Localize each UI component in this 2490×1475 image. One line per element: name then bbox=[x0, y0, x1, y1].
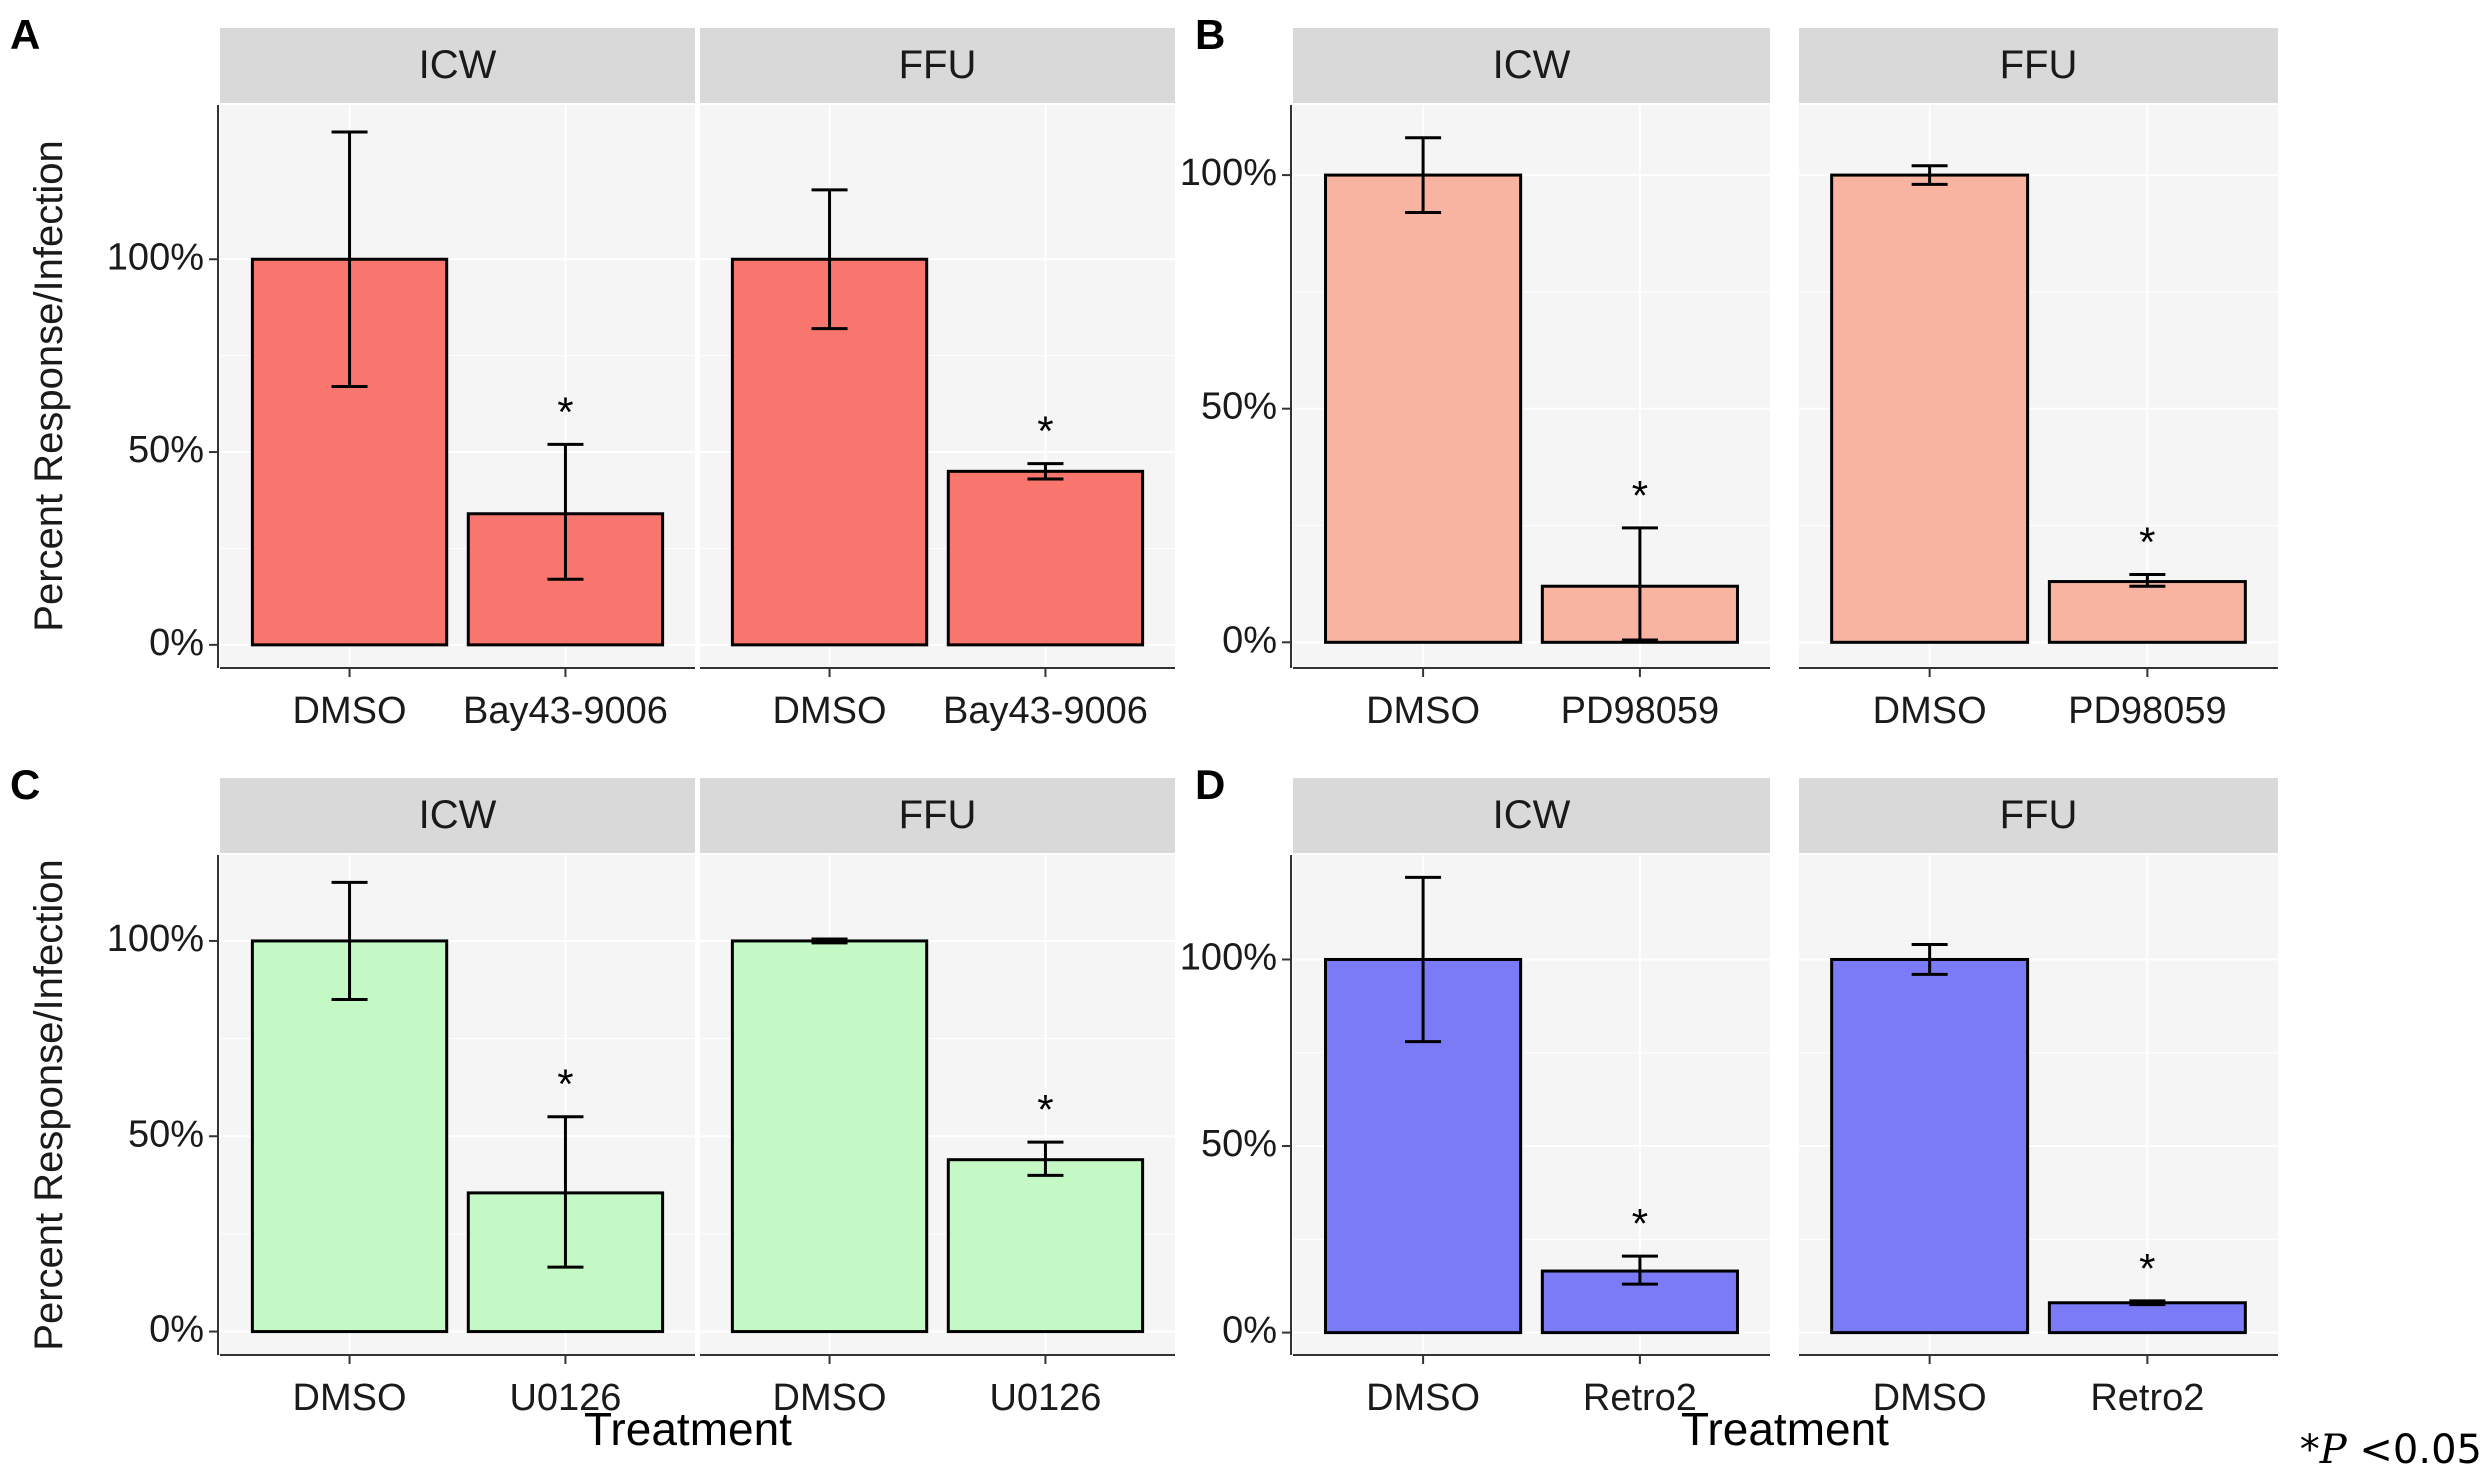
facet-strip bbox=[1293, 778, 1770, 853]
y-tick-label: 100% bbox=[1180, 152, 1277, 194]
y-tick-label: 50% bbox=[1201, 1123, 1277, 1165]
significance-star: * bbox=[1037, 408, 1053, 455]
panel-d: D 0% 50% 100% Treatment ICW DMSO * Retro2 FFU DMSO… bbox=[1180, 761, 2278, 1455]
facet-strip bbox=[700, 778, 1175, 853]
y-tick-label: 50% bbox=[1201, 386, 1277, 428]
x-tick-label: PD98059 bbox=[2068, 690, 2226, 732]
significance-footnote: *P <0.05 bbox=[2300, 1427, 2482, 1473]
significance-star: * bbox=[2139, 1245, 2155, 1292]
facet-ffu: FFU DMSO * Bay43-9006 bbox=[700, 28, 1175, 732]
y-tick-label: 100% bbox=[1180, 937, 1277, 979]
footnote-star: * bbox=[2299, 1427, 2320, 1473]
facet-strip-label: ICW bbox=[419, 793, 497, 837]
x-tick-label: DMSO bbox=[773, 1377, 887, 1419]
y-tick-label: 0% bbox=[149, 1309, 204, 1351]
y-tick-label: 50% bbox=[128, 1113, 204, 1155]
bar-u0126 bbox=[946, 1158, 1145, 1334]
x-tick-label: PD98059 bbox=[1561, 690, 1719, 732]
facet-strip-label: ICW bbox=[1493, 793, 1571, 837]
significance-star: * bbox=[557, 388, 573, 435]
facet-strip bbox=[700, 28, 1175, 103]
significance-star: * bbox=[557, 1061, 573, 1108]
facet-ffu: FFU DMSO * Retro2 bbox=[1799, 778, 2278, 1419]
bar-dmso bbox=[730, 939, 929, 1334]
x-tick-label: DMSO bbox=[293, 1377, 407, 1419]
x-tick-label: Bay43-9006 bbox=[463, 690, 668, 732]
x-tick-label: DMSO bbox=[773, 690, 887, 732]
x-tick-label: DMSO bbox=[1873, 1377, 1987, 1419]
bar-dmso bbox=[1324, 173, 1523, 644]
panel-a: A Percent Response/Infection 0% 50% 100% ICW D… bbox=[10, 11, 1175, 732]
facet-icw: ICW DMSO * Bay43-9006 bbox=[220, 28, 695, 732]
x-axis-title: Treatment bbox=[584, 1403, 792, 1455]
facet-strip bbox=[1799, 778, 2278, 853]
facet-strip-label: ICW bbox=[419, 43, 497, 87]
bar-dmso bbox=[1830, 173, 2030, 644]
x-tick-label: DMSO bbox=[1366, 1377, 1480, 1419]
significance-star: * bbox=[1632, 472, 1648, 519]
facet-strip-label: FFU bbox=[899, 43, 977, 87]
facet-icw: ICW DMSO * U0126 bbox=[220, 778, 695, 1419]
significance-star: * bbox=[1037, 1086, 1053, 1133]
x-tick-label: DMSO bbox=[1366, 690, 1480, 732]
facet-icw: ICW DMSO * PD98059 bbox=[1293, 28, 1770, 732]
panel-letter: C bbox=[10, 761, 40, 808]
facet-strip bbox=[1799, 28, 2278, 103]
facet-ffu: FFU DMSO * PD98059 bbox=[1799, 28, 2278, 732]
bar-bay43-9006 bbox=[946, 469, 1145, 647]
y-tick-label: 0% bbox=[1222, 619, 1277, 661]
facet-strip-label: FFU bbox=[2000, 793, 2078, 837]
y-axis-label: Percent Response/Infection bbox=[27, 140, 71, 631]
bar-dmso bbox=[1830, 957, 2030, 1335]
panel-letter: B bbox=[1195, 11, 1225, 58]
y-axis-label: Percent Response/Infection bbox=[27, 859, 71, 1350]
x-tick-label: Bay43-9006 bbox=[943, 690, 1148, 732]
panel-letter: A bbox=[10, 11, 40, 58]
x-tick-label: DMSO bbox=[1873, 690, 1987, 732]
panel-c: C Percent Response/Infection 0% 50% 100% Trea… bbox=[10, 761, 1175, 1455]
footnote-threshold: <0.05 bbox=[2346, 1427, 2482, 1473]
x-tick-label: U0126 bbox=[989, 1377, 1101, 1419]
y-tick-label: 100% bbox=[107, 918, 204, 960]
x-tick-label: Retro2 bbox=[2090, 1377, 2204, 1419]
y-tick-label: 100% bbox=[107, 236, 204, 278]
panel-b: B 0% 50% 100% ICW DMSO * PD98059 FFU DMSO * PD98059 bbox=[1180, 11, 2278, 732]
bar-pd98059 bbox=[2047, 580, 2247, 644]
facet-ffu: FFU DMSO * U0126 bbox=[700, 778, 1175, 1419]
bar-retro2 bbox=[2047, 1301, 2247, 1335]
y-tick-label: 0% bbox=[149, 622, 204, 664]
x-tick-label: DMSO bbox=[293, 690, 407, 732]
y-tick-label: 0% bbox=[1222, 1310, 1277, 1352]
panel-letter: D bbox=[1195, 761, 1225, 808]
facet-icw: ICW DMSO * Retro2 bbox=[1293, 778, 1770, 1419]
facet-strip-label: ICW bbox=[1493, 43, 1571, 87]
significance-star: * bbox=[1632, 1200, 1648, 1247]
footnote-p: P bbox=[2319, 1427, 2347, 1473]
facet-strip bbox=[220, 778, 695, 853]
y-tick-label: 50% bbox=[128, 429, 204, 471]
facet-strip bbox=[1293, 28, 1770, 103]
x-tick-label: U0126 bbox=[509, 1377, 621, 1419]
x-axis-title: Treatment bbox=[1681, 1403, 1889, 1455]
x-tick-label: Retro2 bbox=[1583, 1377, 1697, 1419]
facet-strip-label: FFU bbox=[2000, 43, 2078, 87]
facet-strip-label: FFU bbox=[899, 793, 977, 837]
bar-dmso bbox=[250, 939, 449, 1334]
facet-strip bbox=[220, 28, 695, 103]
significance-star: * bbox=[2139, 519, 2155, 566]
